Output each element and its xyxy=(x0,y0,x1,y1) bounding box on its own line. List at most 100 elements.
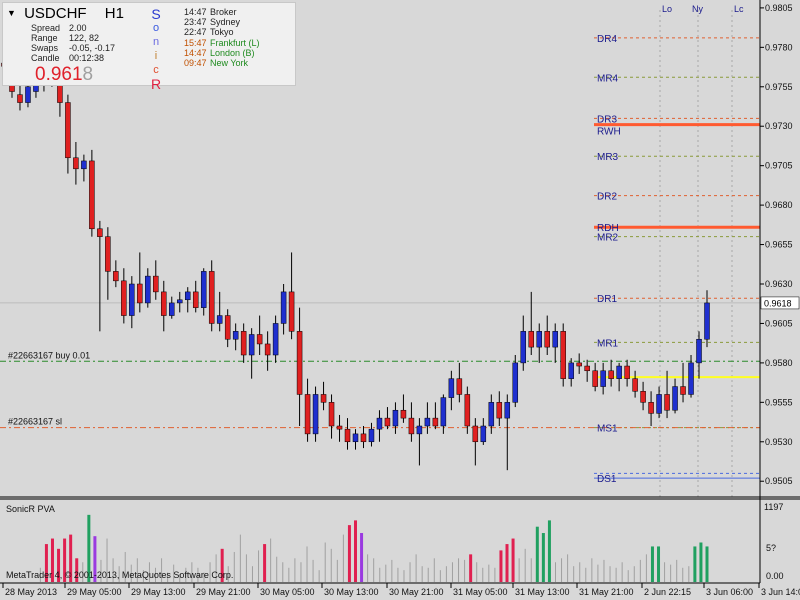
volume-bar xyxy=(476,562,478,582)
volume-bar xyxy=(191,562,193,582)
candle-body xyxy=(512,362,519,403)
candle-body xyxy=(464,394,471,427)
volume-bar xyxy=(69,534,73,582)
volume-bar xyxy=(379,567,381,582)
volume-bar xyxy=(239,534,241,582)
candle-body xyxy=(344,428,351,443)
sonicr-letter: n xyxy=(152,36,160,48)
volume-bar xyxy=(567,554,569,582)
candle-body xyxy=(153,275,159,293)
time-axis: 28 May 2013 29 May 05:00 29 May 13:00 29 Ma… xyxy=(0,582,800,597)
symbol: USDCHF xyxy=(24,5,87,22)
volume-bar xyxy=(688,566,690,582)
price-tick-label: 0.9580 xyxy=(765,358,793,368)
candle-body xyxy=(177,299,183,304)
volume-bar xyxy=(499,550,503,582)
volume-bar xyxy=(494,567,496,582)
session-row: 09:47 New York xyxy=(184,58,248,68)
candle-body xyxy=(504,402,511,419)
session-name: New York xyxy=(210,58,249,68)
current-price-tag-label: 0.9618 xyxy=(764,298,792,308)
candle-body xyxy=(272,323,279,356)
session-time: 14:47 xyxy=(184,47,207,58)
price-tick-label: 0.9730 xyxy=(765,121,793,131)
candle-body xyxy=(304,394,311,435)
pivot-label: RDH xyxy=(597,223,619,234)
candle-body xyxy=(480,425,487,443)
candle-body xyxy=(640,391,646,403)
session-name: Frankfurt (L) xyxy=(210,37,260,48)
session-time: 14:47 xyxy=(184,7,207,17)
dropdown-icon[interactable]: ▼ xyxy=(7,8,16,18)
volume-bar xyxy=(173,564,175,582)
volume-bar xyxy=(403,570,405,582)
volume-bar xyxy=(318,570,320,582)
volume-bar xyxy=(347,525,351,582)
candle-body xyxy=(664,394,670,411)
time-tick-label: 3 Jun 14:00 xyxy=(761,587,800,597)
candle-body xyxy=(704,302,710,340)
candle-body xyxy=(432,417,439,427)
volume-bar xyxy=(155,567,157,582)
volume-bar xyxy=(693,546,697,582)
volume-bar xyxy=(615,567,617,582)
volume-bar xyxy=(415,554,417,582)
volume-bar xyxy=(330,548,332,582)
swaps-row: Swaps -0.05, -0.17 xyxy=(31,43,116,53)
volume-bar xyxy=(699,542,703,582)
price-tick-label: 0.9555 xyxy=(765,397,793,407)
volume-bar xyxy=(179,574,181,582)
volume-bar xyxy=(664,562,666,582)
candle-body xyxy=(296,331,303,395)
volume-bar xyxy=(342,534,344,582)
volume-bar xyxy=(505,544,509,582)
copyright-text: MetaTrader 4, © 2001-2013, MetaQuotes So… xyxy=(6,570,233,580)
candle-body xyxy=(392,409,399,427)
price-tick-label: 0.9530 xyxy=(765,437,793,447)
candle-body xyxy=(440,397,447,427)
candle-body xyxy=(161,291,167,316)
candle-body xyxy=(360,433,367,443)
session-name: London (B) xyxy=(210,47,255,58)
time-tick-label: 31 May 13:00 xyxy=(515,587,570,597)
volume-bar xyxy=(464,559,466,582)
volume-bar xyxy=(197,567,199,582)
volume-bar xyxy=(148,562,150,582)
indicator-scale-bottom: 0.00 xyxy=(766,571,784,581)
session-time: 15:47 xyxy=(184,37,207,48)
candle-body xyxy=(496,402,503,419)
session-time: 09:47 xyxy=(184,58,207,68)
volume-bar xyxy=(209,562,211,582)
volume-bar xyxy=(445,566,447,582)
sonicr-letter: R xyxy=(150,76,162,92)
time-tick-label: 30 May 13:00 xyxy=(324,587,379,597)
sonicr-letter: c xyxy=(153,64,159,76)
candles xyxy=(1,55,710,471)
volume-bar xyxy=(75,558,79,582)
candle-body xyxy=(584,365,590,372)
pivot-label: MR2 xyxy=(597,233,619,244)
price-tick-label: 0.9755 xyxy=(765,82,793,92)
candle-body xyxy=(129,283,135,316)
session-marker-label: Ny xyxy=(692,4,703,14)
time-tick-label: 3 Jun 06:00 xyxy=(706,587,753,597)
candle-body xyxy=(672,386,678,411)
time-tick-label: 31 May 21:00 xyxy=(579,587,634,597)
price-tick-label: 0.9805 xyxy=(765,3,793,13)
candle-body xyxy=(97,228,103,237)
volume-bar xyxy=(433,558,435,582)
volume-bar xyxy=(469,554,473,582)
candle-body xyxy=(320,394,327,403)
session-time: 22:47 xyxy=(184,27,207,38)
volume-bar xyxy=(258,550,260,582)
candle-body xyxy=(648,402,654,414)
session-marker-label: Lo xyxy=(662,4,672,14)
time-tick-label: 2 Jun 22:15 xyxy=(644,587,691,597)
range-row: Range 122, 82 xyxy=(31,33,100,43)
session-row: 14:47 London (B) xyxy=(184,48,255,58)
trade-line-label: #22663167 sl xyxy=(8,417,62,427)
volume-bar xyxy=(482,567,484,582)
